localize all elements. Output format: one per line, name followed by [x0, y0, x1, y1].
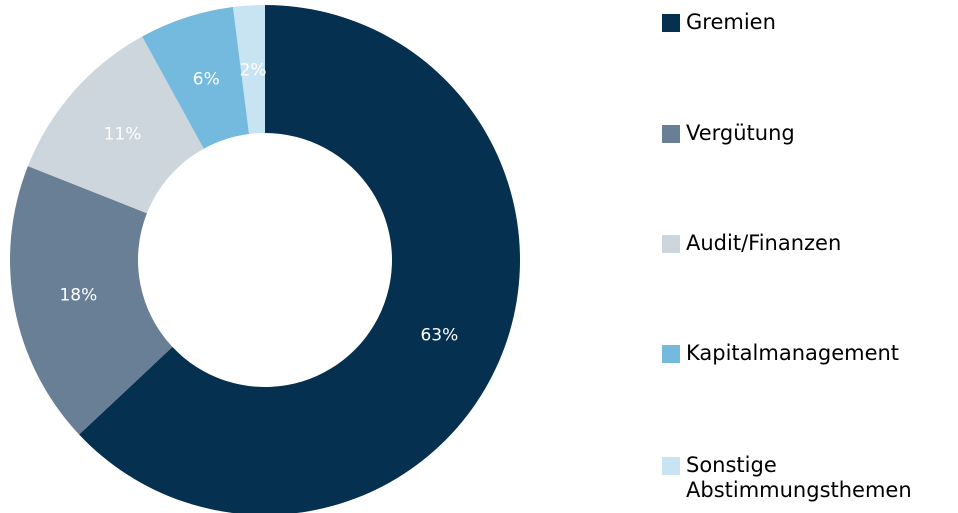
legend-swatch	[662, 125, 680, 143]
donut: 63% 18% 11% 6% 2%	[9, 5, 520, 513]
legend-item: Audit/Finanzen	[662, 231, 841, 256]
slice	[9, 166, 173, 435]
data-label: 11%	[104, 124, 142, 144]
legend-item: Sonstige Abstimmungsthemen	[662, 453, 948, 503]
legend-item: Vergütung	[662, 121, 795, 146]
slice	[27, 36, 204, 214]
legend-label: Vergütung	[686, 121, 795, 145]
data-label: 18%	[59, 286, 97, 306]
legend-swatch	[662, 235, 680, 253]
legend-label: Kapitalmanagement	[686, 341, 900, 365]
legend-item: Kapitalmanagement	[662, 341, 899, 366]
legend-label: Gremien	[686, 10, 776, 34]
legend-label: Sonstige Abstimmungsthemen	[686, 453, 912, 502]
legend-swatch	[662, 345, 680, 363]
legend-label: Audit/Finanzen	[686, 231, 842, 255]
legend-swatch	[662, 457, 680, 475]
slice	[233, 5, 265, 135]
data-label: 63%	[420, 325, 458, 345]
data-label: 6%	[193, 69, 220, 89]
legend-swatch	[662, 14, 680, 32]
legend-item: Gremien	[662, 10, 776, 35]
data-label: 2%	[240, 60, 267, 80]
slice	[142, 7, 250, 149]
slice	[79, 5, 520, 513]
